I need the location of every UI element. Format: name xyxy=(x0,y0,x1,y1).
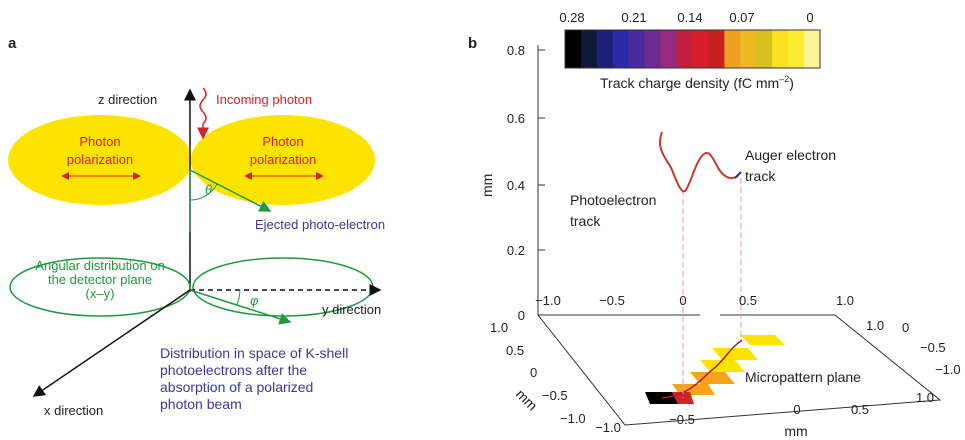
back-tick: 0.5 xyxy=(739,293,757,308)
electron-track xyxy=(659,131,739,193)
x-axis xyxy=(32,289,191,397)
projected-track xyxy=(661,339,743,399)
colorbar-label: Track charge density (fC mm–2) xyxy=(600,74,794,91)
panel-letter: b xyxy=(468,35,477,52)
label-sup: –2 xyxy=(779,74,789,84)
back-tick: 1.0 xyxy=(836,293,854,308)
z-unit: mm xyxy=(479,174,495,197)
z-tick-label: 0.8 xyxy=(507,43,525,58)
back-tick: 0 xyxy=(679,293,686,308)
colorbar-segment xyxy=(565,30,582,68)
bottom-tick: −0.5 xyxy=(669,412,695,427)
bottom-tick: 1.0 xyxy=(916,390,934,405)
colorbar-tick: 0 xyxy=(806,10,813,25)
plane-label: Micropattern plane xyxy=(745,369,861,385)
photoelectron-label: track xyxy=(570,213,601,229)
colorbar-segment xyxy=(804,30,821,68)
colorbar-tick: 0.21 xyxy=(621,10,646,25)
panel-b: b 0.28 0.21 0.14 0.07 0 Track charge den… xyxy=(468,10,961,439)
colorbar-segment xyxy=(772,30,789,68)
colorbar-segment xyxy=(692,30,709,68)
ellipse-label: Photon xyxy=(262,134,303,149)
bottom-tick: 0.5 xyxy=(851,402,869,417)
right-tick: −1.0 xyxy=(935,362,961,377)
colorbar-tick: 0.28 xyxy=(559,10,584,25)
auger-label: Auger electron xyxy=(745,147,836,163)
bottom-tick: −1.0 xyxy=(595,420,621,435)
left-tick: −1.0 xyxy=(560,411,586,426)
phi-arc xyxy=(236,289,241,306)
colorbar-frame xyxy=(564,29,821,69)
panel-a: a Photon polarization Photon polarizatio… xyxy=(8,35,385,418)
z-tick-label: 0.2 xyxy=(507,243,525,258)
colorbar-segment xyxy=(660,30,678,68)
colorbar-segment xyxy=(724,30,741,68)
gap xyxy=(700,310,720,318)
left-tick: 0.5 xyxy=(506,343,524,358)
axis-label: y direction xyxy=(322,302,381,317)
ellipse-label: Photon xyxy=(79,134,120,149)
electron-arrow xyxy=(189,169,272,212)
photoelectron-label: Photoelectron xyxy=(570,192,656,208)
caption: absorption of a polarized xyxy=(160,379,313,395)
colorbar-segment xyxy=(708,30,725,68)
phi-label: φ xyxy=(250,293,259,308)
colorbar-segment xyxy=(580,30,598,68)
right-tick: −0.5 xyxy=(920,340,946,355)
ellipse-label: polarization xyxy=(250,152,317,167)
incoming-photon-arrow xyxy=(197,87,209,140)
detector-label: the detector plane xyxy=(48,272,152,287)
z-tick-label: 0.6 xyxy=(507,111,525,126)
theta-label: θ xyxy=(205,182,212,197)
colorbar xyxy=(565,30,821,68)
left-unit: mm xyxy=(513,386,541,414)
colorbar-segment xyxy=(788,30,805,68)
label-text: ) xyxy=(789,75,794,91)
colorbar-segment xyxy=(740,30,757,68)
right-tick: 1.0 xyxy=(866,318,884,333)
caption: photon beam xyxy=(160,396,242,412)
bottom-tick: 0 xyxy=(793,402,800,417)
bottom-unit: mm xyxy=(784,423,807,439)
incoming-label: Incoming photon xyxy=(216,92,312,107)
left-tick: 0 xyxy=(530,365,537,380)
back-tick: −0.5 xyxy=(599,293,625,308)
colorbar-segment xyxy=(676,30,693,68)
auger-label: track xyxy=(745,168,776,184)
ellipse-label: polarization xyxy=(67,152,134,167)
detector-label: Angular distribution on xyxy=(35,258,164,273)
z-tick-label: 0.4 xyxy=(507,178,525,193)
colorbar-segment xyxy=(644,30,662,68)
auger-track xyxy=(734,171,742,179)
caption: Distribution in space of K-shell xyxy=(160,345,348,361)
colorbar-segment xyxy=(756,30,773,68)
detector-ellipse xyxy=(9,257,191,317)
ejected-label: Ejected photo-electron xyxy=(255,217,385,232)
caption: photoelectrons after the xyxy=(160,362,307,378)
axis-label: x direction xyxy=(44,403,103,418)
polarization-ellipse xyxy=(8,115,192,205)
micropattern-hits xyxy=(645,335,785,404)
axis-label: z direction xyxy=(98,92,157,107)
back-tick: −1.0 xyxy=(535,293,561,308)
left-tick: 1.0 xyxy=(490,320,508,335)
label-text: Track charge density (fC mm xyxy=(600,75,779,91)
colorbar-segment xyxy=(612,30,630,68)
z-tick-label: 0 xyxy=(518,308,525,323)
projection-arrow xyxy=(189,289,292,325)
panel-letter: a xyxy=(8,35,17,52)
detector-label: (x–y) xyxy=(86,286,115,301)
colorbar-segment xyxy=(628,30,646,68)
colorbar-tick: 0.07 xyxy=(729,10,754,25)
right-tick: 0 xyxy=(902,320,909,335)
plane-box xyxy=(536,314,942,426)
left-tick: −0.5 xyxy=(542,388,568,403)
z-ticks xyxy=(538,49,545,316)
polarization-ellipse xyxy=(191,115,375,205)
theta-arc xyxy=(189,183,218,201)
colorbar-segment xyxy=(596,30,614,68)
colorbar-tick: 0.14 xyxy=(677,10,702,25)
